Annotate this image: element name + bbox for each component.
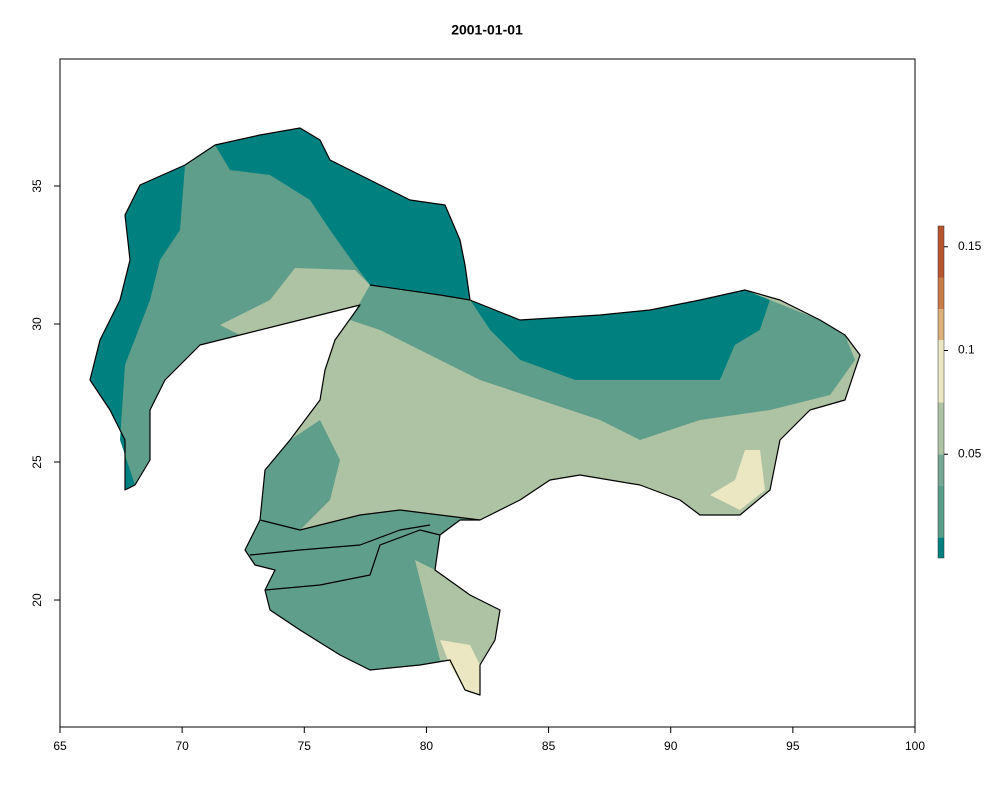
chart-title: 2001-01-01 (451, 22, 523, 38)
colorbar-bin (938, 340, 944, 403)
y-tick-label: 30 (30, 317, 44, 331)
ganges-teal-north (470, 290, 770, 380)
deccan-basin (245, 510, 500, 695)
x-tick-label: 95 (786, 739, 800, 753)
colorbar-frame (937, 225, 945, 559)
x-tick-label: 70 (175, 739, 189, 753)
x-tick-label: 85 (542, 739, 556, 753)
deccan-cream (440, 640, 480, 695)
sub-basin-line (259, 509, 481, 531)
x-tick-label: 65 (53, 739, 67, 753)
colorbar-bin (938, 277, 944, 309)
colorbar-tick-label: 0.1 (958, 343, 975, 357)
plot-frame (59, 58, 916, 728)
map (89, 127, 861, 696)
sub-basin-line (369, 284, 471, 301)
y-tick-label: 25 (30, 455, 44, 469)
ganges-mid (350, 285, 855, 440)
x-tick-label: 90 (664, 739, 678, 753)
x-tick-label: 100 (905, 739, 925, 753)
deccan-light (415, 560, 500, 665)
colorbar-bin (938, 537, 944, 558)
sub-basin-line (249, 524, 431, 556)
colorbar-tick-label: 0.15 (958, 239, 982, 253)
ganges-south-mid (260, 420, 340, 530)
colorbar-bin (938, 226, 944, 278)
colorbar-bin (938, 309, 944, 341)
colorbar-bin (938, 454, 944, 486)
colorbar-bin (938, 485, 944, 538)
colorbar-tick-label: 0.05 (958, 446, 982, 460)
x-tick-label: 80 (420, 739, 434, 753)
y-tick-label: 20 (30, 593, 44, 607)
sub-basin-line (264, 529, 441, 591)
y-tick-label: 35 (30, 179, 44, 193)
indus-light (220, 268, 370, 335)
basin-outline (89, 127, 861, 696)
x-tick-label: 75 (298, 739, 312, 753)
colorbar-bin (938, 402, 944, 455)
indus-teal-west (90, 165, 185, 490)
east-cream (710, 450, 765, 510)
indus-teal-north (215, 128, 470, 300)
